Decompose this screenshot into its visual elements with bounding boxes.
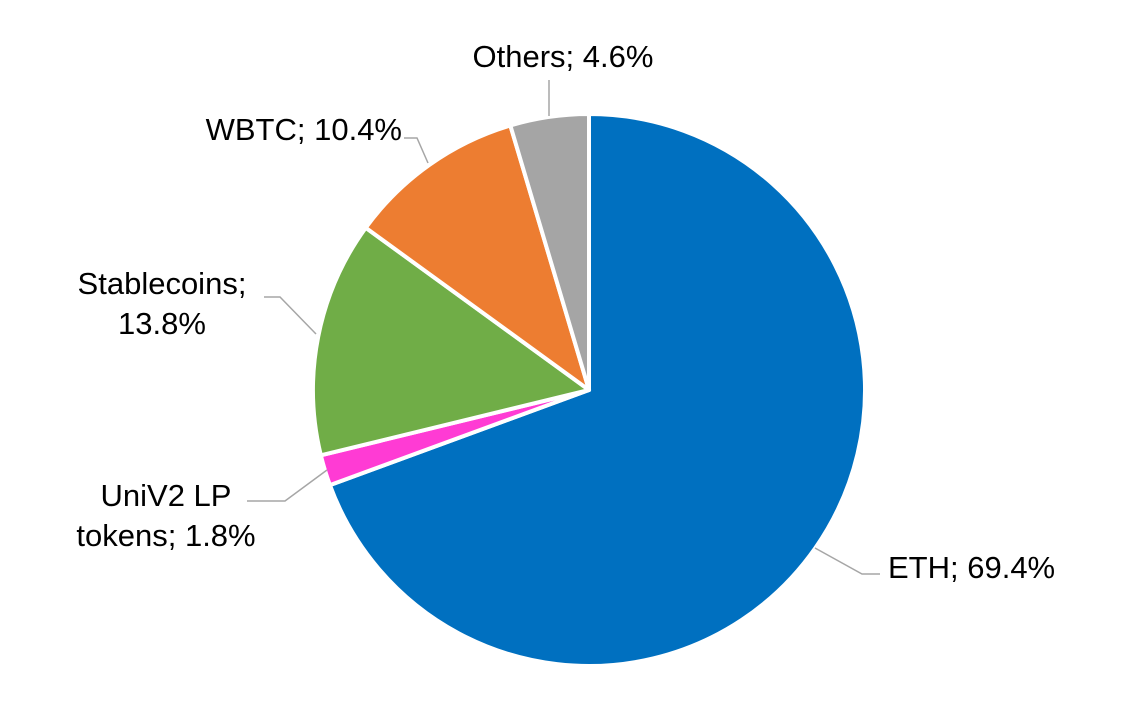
data-label-stablecoins: Stablecoins; 13.8% bbox=[78, 266, 247, 341]
leader-line-stablecoins bbox=[264, 296, 317, 335]
leader-line-wbtc bbox=[404, 137, 429, 164]
data-label-line: tokens; 1.8% bbox=[76, 518, 255, 553]
pie-slice-others bbox=[508, 112, 591, 392]
data-label-line: Others; 4.6% bbox=[473, 39, 654, 74]
data-label-wbtc: WBTC; 10.4% bbox=[206, 112, 402, 147]
leader-lines bbox=[247, 80, 880, 575]
leader-line-univ2-lp-tokens bbox=[247, 469, 328, 502]
data-label-univ2-lp-tokens: UniV2 LP tokens; 1.8% bbox=[76, 478, 255, 553]
data-labels: ETH; 69.4% UniV2 LP tokens; 1.8% Stablecoin… bbox=[76, 39, 1055, 585]
data-label-line: ETH; 69.4% bbox=[888, 550, 1055, 585]
pie-slices bbox=[311, 112, 867, 668]
data-label-line: Stablecoins; bbox=[78, 266, 247, 301]
leader-line-eth bbox=[814, 547, 880, 575]
data-label-line: WBTC; 10.4% bbox=[206, 112, 402, 147]
pie-slice-wbtc bbox=[363, 123, 591, 392]
pie-slice-stablecoins bbox=[311, 225, 591, 458]
data-label-line: 13.8% bbox=[118, 306, 206, 341]
data-label-line: UniV2 LP bbox=[101, 478, 232, 513]
data-label-eth: ETH; 69.4% bbox=[888, 550, 1055, 585]
data-label-others: Others; 4.6% bbox=[473, 39, 654, 74]
